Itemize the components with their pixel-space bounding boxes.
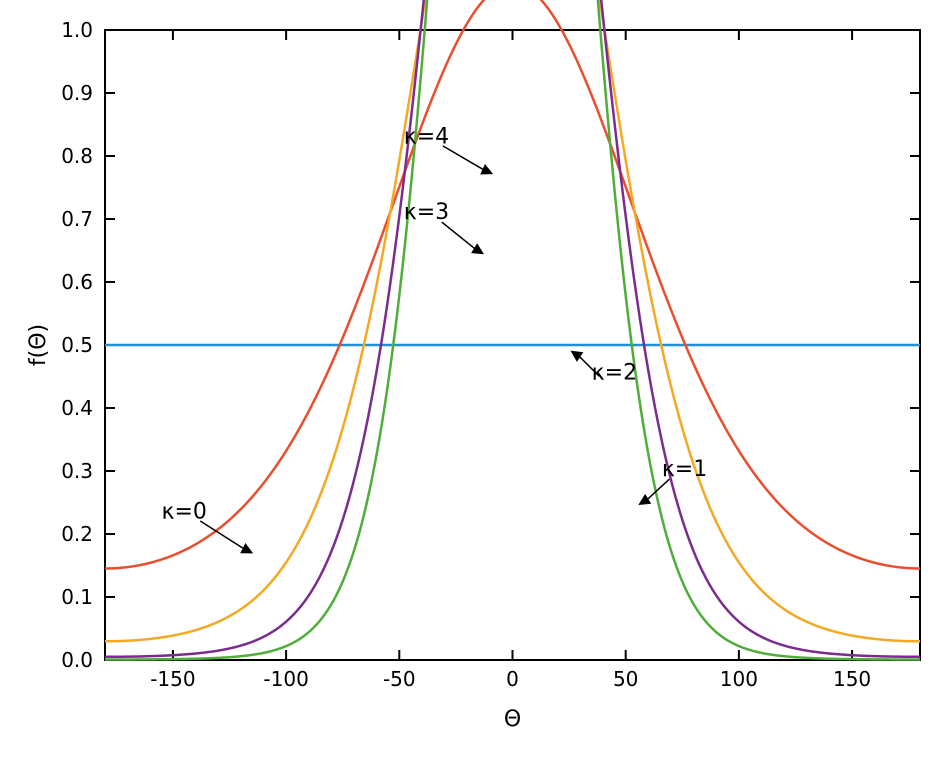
annotation-arrow-head xyxy=(472,244,483,253)
y-tick-label: 0.3 xyxy=(61,459,93,483)
x-tick-label: -150 xyxy=(150,667,195,691)
series-annotation: κ=0 xyxy=(162,499,207,524)
annotation-arrow xyxy=(443,146,483,170)
x-tick-label: 150 xyxy=(833,667,871,691)
annotation-arrow-head xyxy=(639,495,650,505)
series-annotation: κ=2 xyxy=(592,361,637,386)
annotation-arrow xyxy=(648,479,670,499)
x-tick-label: -50 xyxy=(383,667,416,691)
y-tick-label: 0.0 xyxy=(61,648,93,672)
y-tick-label: 0.6 xyxy=(61,270,93,294)
curve-kappa-1 xyxy=(105,0,920,568)
chart-container: -150 -100 -50 0 50 100 150 Θ 0.0 0.1 0.2 0.3 0.4 0.5 0… xyxy=(0,0,948,762)
x-axis-title: Θ xyxy=(504,707,521,732)
y-tick-label: 0.5 xyxy=(61,333,93,357)
y-tick-label: 1.0 xyxy=(61,18,93,42)
annotation-arrow xyxy=(442,222,475,248)
annotation-arrow-head xyxy=(481,165,492,174)
x-tick-label: 0 xyxy=(506,667,519,691)
curve-kappa-2 xyxy=(105,0,920,641)
y-tick-label: 0.8 xyxy=(61,144,93,168)
series-annotation: κ=1 xyxy=(662,457,707,482)
y-tick-label: 0.2 xyxy=(61,522,93,546)
y-tick-label: 0.1 xyxy=(61,585,93,609)
y-tick-label: 0.7 xyxy=(61,207,93,231)
annotation-arrow-head xyxy=(571,351,582,361)
vonmises-chart: -150 -100 -50 0 50 100 150 Θ 0.0 0.1 0.2 0.3 0.4 0.5 0… xyxy=(0,0,948,762)
x-tick-label: 100 xyxy=(720,667,758,691)
series-annotation: κ=4 xyxy=(404,124,449,149)
y-tick-label: 0.4 xyxy=(61,396,93,420)
curve-kappa-4 xyxy=(105,0,920,659)
series-annotation: κ=3 xyxy=(404,200,449,225)
x-tick-label: 50 xyxy=(613,667,638,691)
y-axis-title: f(Θ) xyxy=(26,324,51,366)
curve-kappa-3 xyxy=(105,0,920,657)
y-tick-label: 0.9 xyxy=(61,81,93,105)
x-tick-label: -100 xyxy=(263,667,308,691)
